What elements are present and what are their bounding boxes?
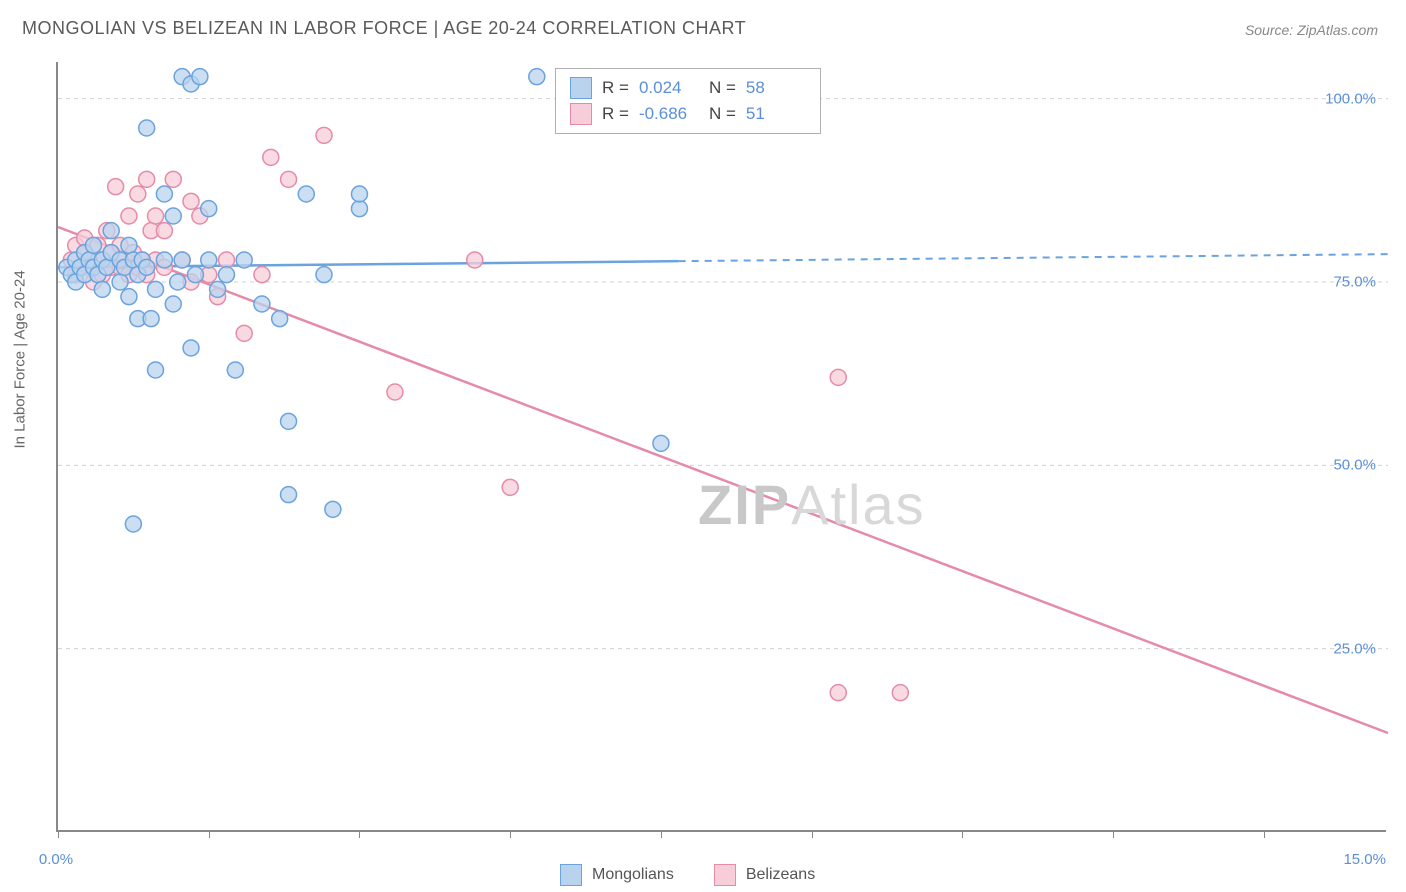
n-value-belizeans: 51 bbox=[746, 104, 806, 124]
x-tick bbox=[359, 830, 360, 838]
n-label: N = bbox=[709, 78, 736, 98]
series-legend: Mongolians Belizeans bbox=[560, 864, 815, 886]
legend-label-mongolians: Mongolians bbox=[592, 866, 674, 884]
legend-item-mongolians: Mongolians bbox=[560, 864, 674, 886]
y-tick-label: 50.0% bbox=[1333, 457, 1376, 474]
x-tick bbox=[812, 830, 813, 838]
r-label: R = bbox=[602, 104, 629, 124]
y-tick-label: 75.0% bbox=[1333, 274, 1376, 291]
y-axis-label: In Labor Force | Age 20-24 bbox=[12, 270, 29, 448]
legend-row-belizeans: R = -0.686 N = 51 bbox=[570, 101, 806, 127]
x-tick bbox=[58, 830, 59, 838]
swatch-mongolians bbox=[570, 77, 592, 99]
swatch-belizeans bbox=[714, 864, 736, 886]
source-attribution: Source: ZipAtlas.com bbox=[1245, 22, 1378, 38]
legend-row-mongolians: R = 0.024 N = 58 bbox=[570, 75, 806, 101]
y-tick-label: 25.0% bbox=[1333, 640, 1376, 657]
legend-item-belizeans: Belizeans bbox=[714, 864, 815, 886]
x-tick bbox=[209, 830, 210, 838]
x-tick bbox=[962, 830, 963, 838]
x-tick bbox=[510, 830, 511, 838]
r-label: R = bbox=[602, 78, 629, 98]
x-tick bbox=[1113, 830, 1114, 838]
swatch-belizeans bbox=[570, 103, 592, 125]
r-value-mongolians: 0.024 bbox=[639, 78, 699, 98]
chart-plot-area: 25.0%50.0%75.0%100.0% ZIPAtlas bbox=[56, 62, 1386, 832]
x-tick bbox=[1264, 830, 1265, 838]
n-label: N = bbox=[709, 104, 736, 124]
x-max-label: 15.0% bbox=[1343, 851, 1386, 868]
r-value-belizeans: -0.686 bbox=[639, 104, 699, 124]
x-tick bbox=[661, 830, 662, 838]
legend-label-belizeans: Belizeans bbox=[746, 866, 815, 884]
scatter-plot-svg bbox=[58, 62, 1386, 830]
y-tick-label: 100.0% bbox=[1325, 90, 1376, 107]
swatch-mongolians bbox=[560, 864, 582, 886]
n-value-mongolians: 58 bbox=[746, 78, 806, 98]
x-min-label: 0.0% bbox=[39, 851, 73, 868]
chart-title: MONGOLIAN VS BELIZEAN IN LABOR FORCE | A… bbox=[22, 18, 746, 39]
correlation-legend: R = 0.024 N = 58 R = -0.686 N = 51 bbox=[555, 68, 821, 134]
